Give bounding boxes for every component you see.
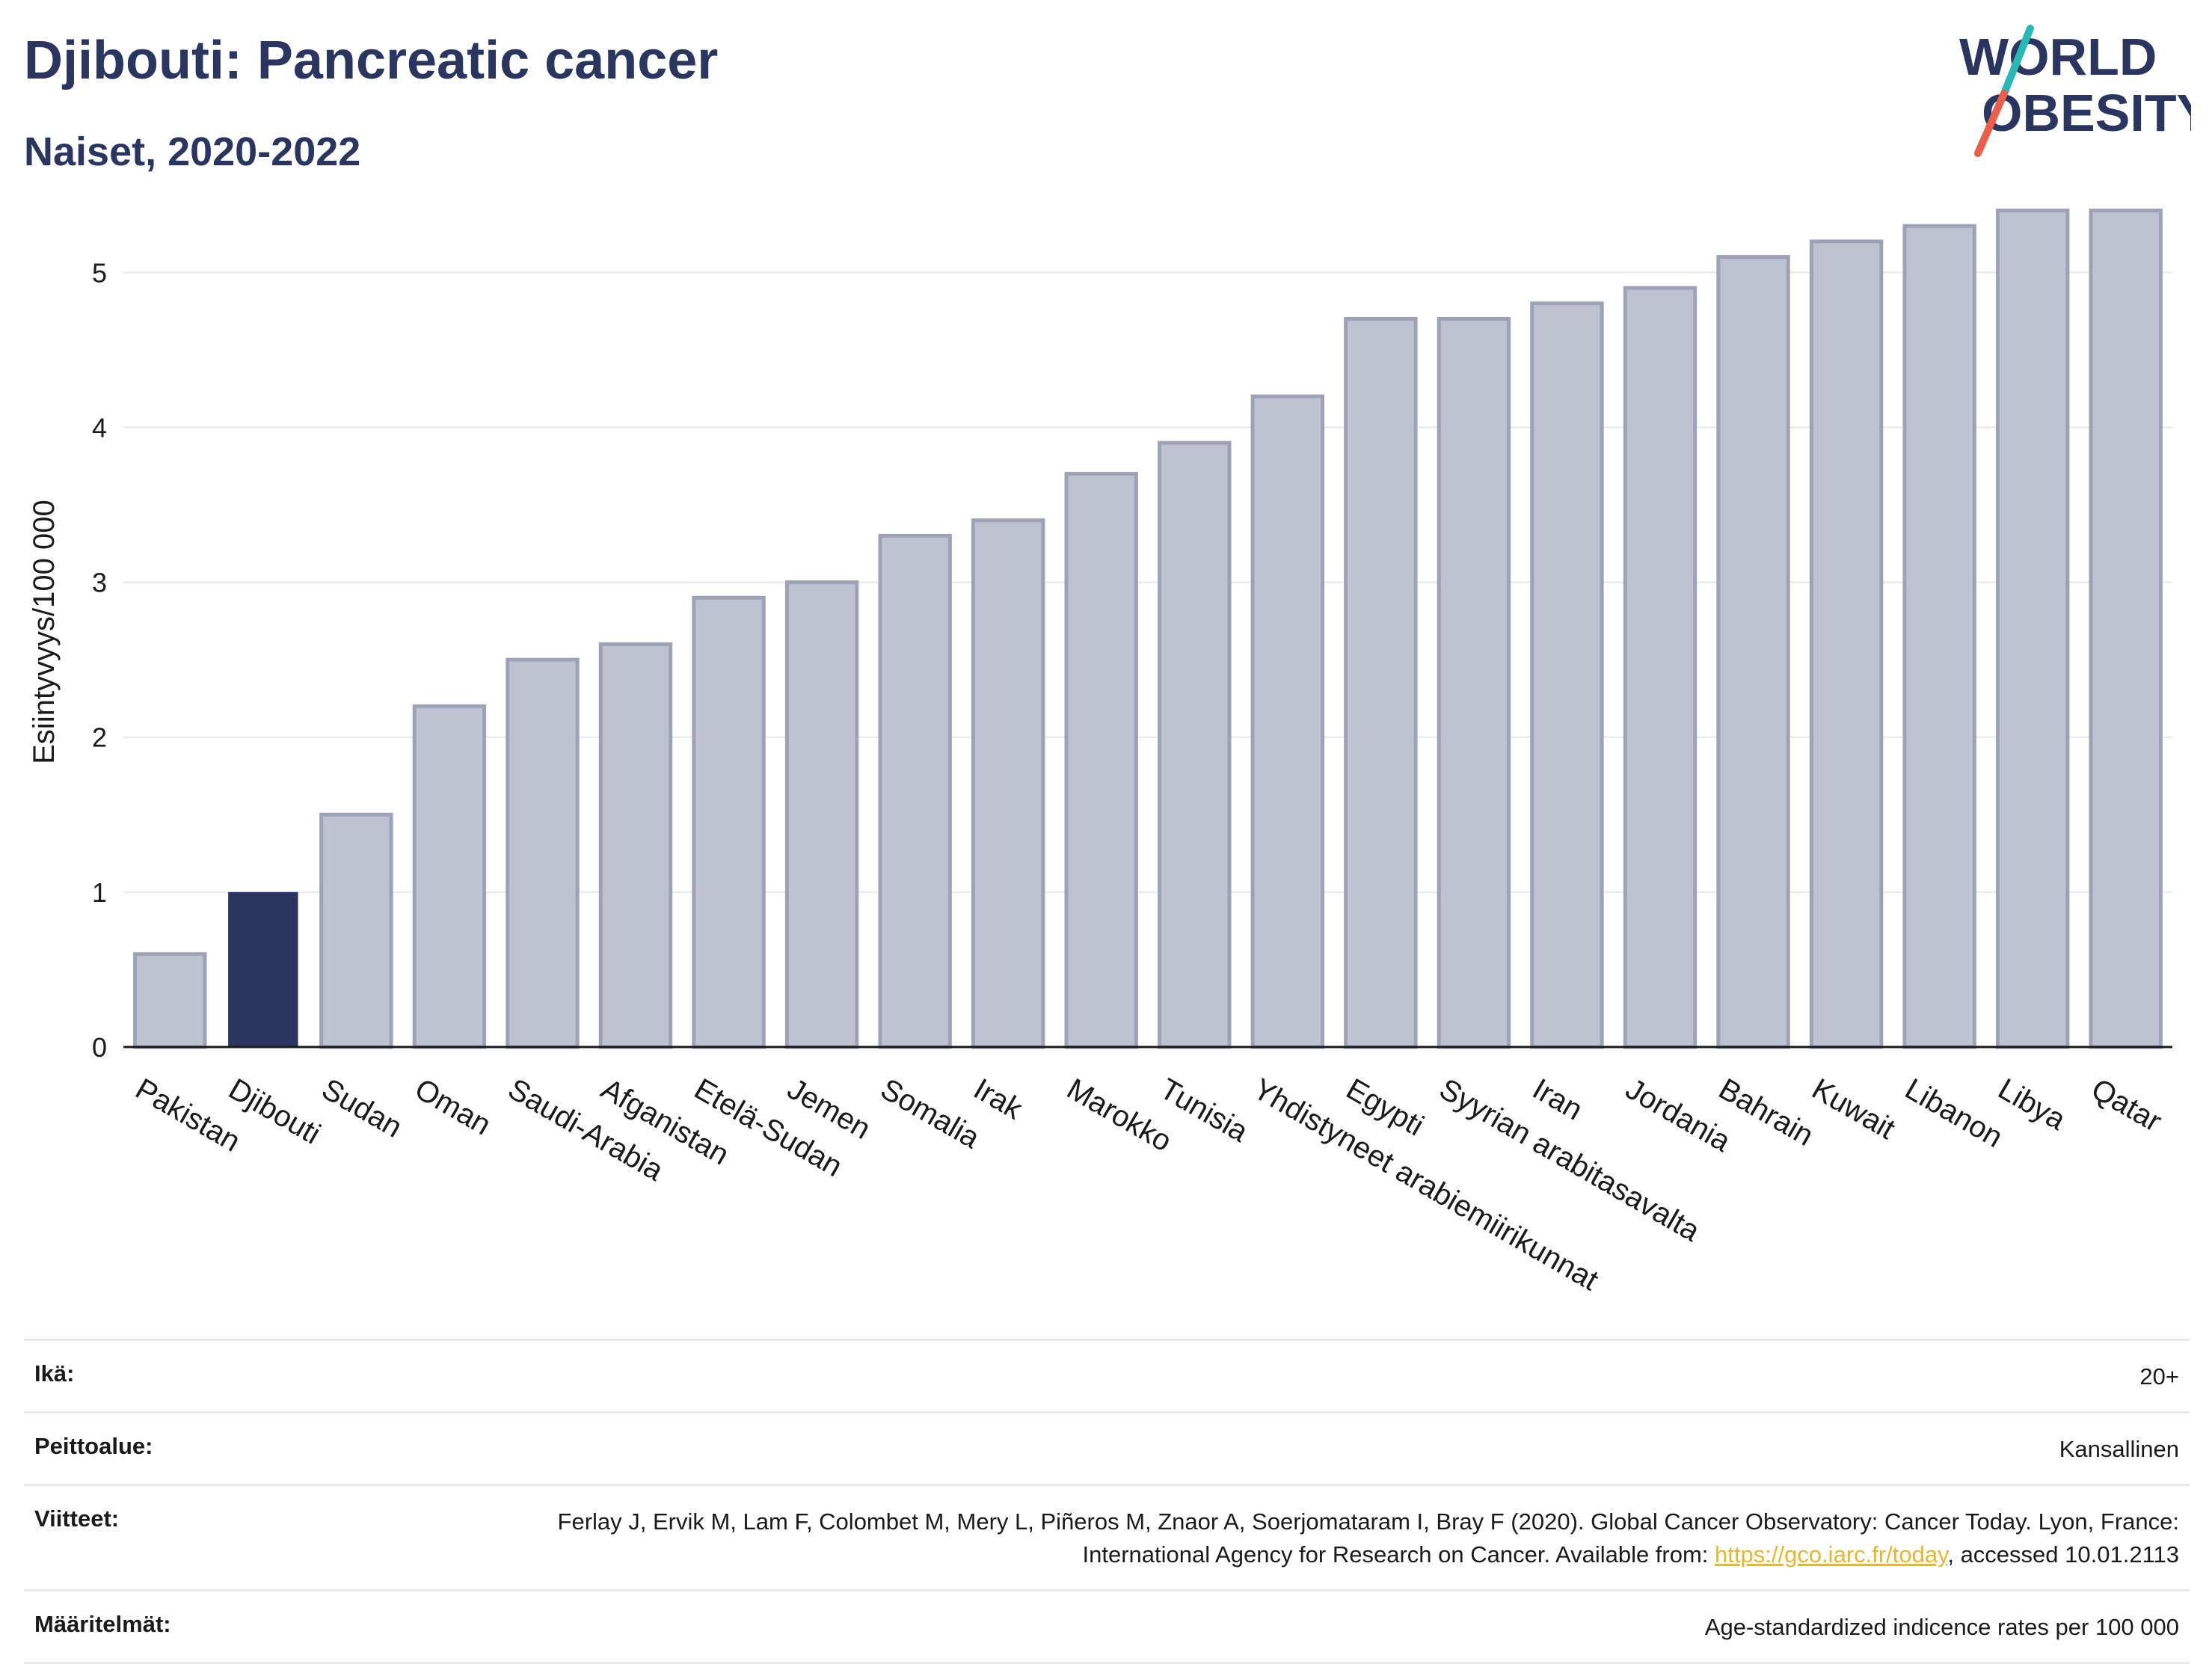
logo-line2: OBESITY bbox=[1982, 84, 2191, 142]
x-tick-label: Oman bbox=[409, 1072, 496, 1142]
meta-row-references: Viitteet: Ferlay J, Ervik M, Lam F, Colo… bbox=[24, 1484, 2190, 1589]
logo-slash-teal bbox=[2000, 25, 2034, 97]
meta-age-label: Ikä: bbox=[34, 1360, 75, 1387]
bar-yhdistyneet-arabiemiirikunnat bbox=[1250, 394, 1325, 1049]
meta-row-definitions: Määritelmät: Age-standardized indicence … bbox=[24, 1589, 2190, 1664]
y-tick-label: 0 bbox=[92, 1032, 107, 1063]
meta-refs-link[interactable]: https://gco.iarc.fr/today bbox=[1715, 1541, 1948, 1568]
meta-refs-accessed: , accessed 10.01.2113 bbox=[1947, 1541, 2179, 1568]
y-tick-labels: 0 1 2 3 4 5 bbox=[92, 257, 107, 1063]
bar-tunisia bbox=[1158, 440, 1232, 1049]
x-tick-label: Pakistan bbox=[130, 1072, 246, 1158]
x-tick-label: Marokko bbox=[1061, 1072, 1177, 1158]
meta-refs-label: Viitteet: bbox=[34, 1505, 120, 1532]
meta-refs-value: Ferlay J, Ervik M, Lam F, Colombet M, Me… bbox=[459, 1505, 2179, 1571]
bar-irak bbox=[971, 518, 1045, 1049]
x-tick-label: Somalia bbox=[875, 1072, 986, 1155]
bar-sudan bbox=[319, 812, 393, 1049]
x-tick-label: Sudan bbox=[316, 1072, 408, 1144]
world-obesity-logo: WORLD OBESITY bbox=[1959, 25, 2191, 157]
x-tick-label: Saudi-Arabia bbox=[503, 1072, 669, 1188]
page-subtitle: Naiset, 2020-2022 bbox=[24, 129, 361, 174]
meta-defs-label: Määritelmät: bbox=[34, 1611, 171, 1637]
bar-etelä-sudan bbox=[692, 595, 766, 1049]
x-tick-label: Libanon bbox=[1899, 1072, 2008, 1154]
bar-kuwait bbox=[1809, 239, 1884, 1049]
page-title: Djibouti: Pancreatic cancer bbox=[24, 31, 719, 90]
meta-age-value: 20+ bbox=[2139, 1363, 2179, 1390]
bar-djibouti bbox=[228, 891, 298, 1047]
x-tick-label: Iran bbox=[1527, 1072, 1588, 1127]
logo-slash-red bbox=[1974, 90, 2008, 157]
bar-syyrian-arabitasavalta bbox=[1437, 316, 1511, 1049]
y-tick-label: 1 bbox=[92, 877, 107, 908]
bar-somalia bbox=[878, 533, 952, 1049]
metadata-table: Ikä: 20+ Peittoalue: Kansallinen Viittee… bbox=[24, 1339, 2190, 1664]
bar-marokko bbox=[1064, 472, 1138, 1049]
bar-oman bbox=[412, 704, 487, 1049]
bars-layer bbox=[123, 208, 2172, 1049]
meta-row-age: Ikä: 20+ bbox=[24, 1339, 2190, 1411]
bar-pakistan bbox=[133, 952, 207, 1049]
y-tick-label: 3 bbox=[92, 568, 107, 598]
x-tick-label: Irak bbox=[968, 1072, 1029, 1126]
bar-saudi-arabia bbox=[506, 657, 580, 1049]
bar-bahrain bbox=[1716, 255, 1790, 1049]
meta-refs-text: Ferlay J, Ervik M, Lam F, Colombet M, Me… bbox=[557, 1508, 2179, 1568]
meta-row-coverage: Peittoalue: Kansallinen bbox=[24, 1411, 2190, 1484]
bar-qatar bbox=[2089, 208, 2163, 1049]
bar-egypti bbox=[1344, 316, 1418, 1049]
bar-iran bbox=[1530, 301, 1604, 1049]
meta-coverage-label: Peittoalue: bbox=[34, 1433, 153, 1459]
y-axis-label: Esiintyvyys/100 000 bbox=[28, 500, 61, 764]
bar-libya bbox=[1995, 208, 2070, 1049]
x-tick-label: Kuwait bbox=[1807, 1072, 1901, 1146]
x-tick-label: Qatar bbox=[2086, 1072, 2167, 1138]
logo-line1: WORLD bbox=[1959, 28, 2157, 86]
x-tick-label: Jordania bbox=[1620, 1072, 1737, 1158]
y-tick-label: 2 bbox=[92, 722, 107, 753]
y-tick-label: 5 bbox=[92, 257, 107, 288]
meta-coverage-value: Kansallinen bbox=[2059, 1436, 2179, 1462]
y-tick-label: 4 bbox=[92, 412, 107, 443]
meta-defs-value: Age-standardized indicence rates per 100… bbox=[1704, 1614, 2179, 1640]
bar-afganistan bbox=[598, 642, 673, 1049]
bar-libanon bbox=[1902, 224, 1976, 1049]
bar-jordania bbox=[1623, 286, 1698, 1049]
bar-jemen bbox=[784, 580, 859, 1049]
